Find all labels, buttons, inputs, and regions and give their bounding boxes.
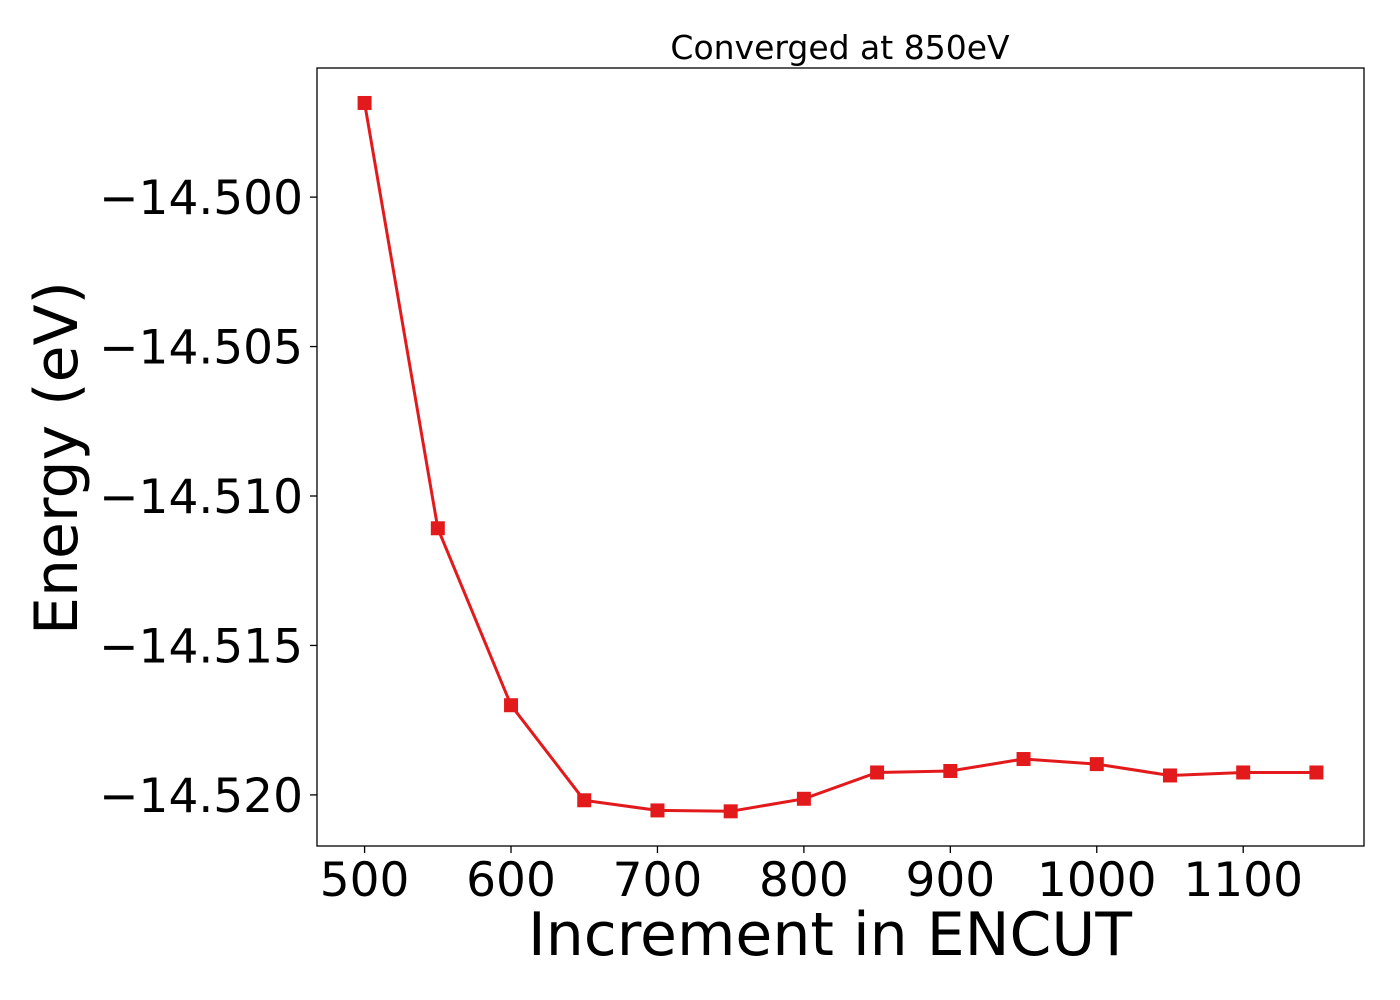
y-tick-label: −14.515 [99,619,303,674]
data-point [1309,765,1323,779]
y-tick-label: −14.520 [99,769,303,824]
data-point [431,521,445,535]
y-axis-ticks: −14.500 −14.505 −14.510 −14.515 −14.520 [99,171,317,824]
data-point [577,793,591,807]
data-point [870,765,884,779]
x-axis-ticks: 500 600 700 800 900 1000 1100 [320,846,1303,908]
data-point [724,804,738,818]
data-point [943,764,957,778]
x-tick-label: 500 [320,853,410,908]
x-tick-label: 1100 [1183,853,1303,908]
y-tick-label: −14.510 [99,470,303,525]
y-tick-label: −14.500 [99,171,303,226]
x-axis-label: Increment in ENCUT [528,900,1132,970]
data-point [797,792,811,806]
data-point [1090,757,1104,771]
data-point [358,96,372,110]
data-point [1163,768,1177,782]
data-point [1017,752,1031,766]
chart-title: Converged at 850eV [670,28,1010,67]
y-axis-label: Energy (eV) [22,281,92,635]
plot-frame [317,68,1364,846]
data-point [504,698,518,712]
data-point [1236,765,1250,779]
data-point [650,803,664,817]
y-tick-label: −14.505 [99,321,303,376]
series-markers [358,96,1324,818]
